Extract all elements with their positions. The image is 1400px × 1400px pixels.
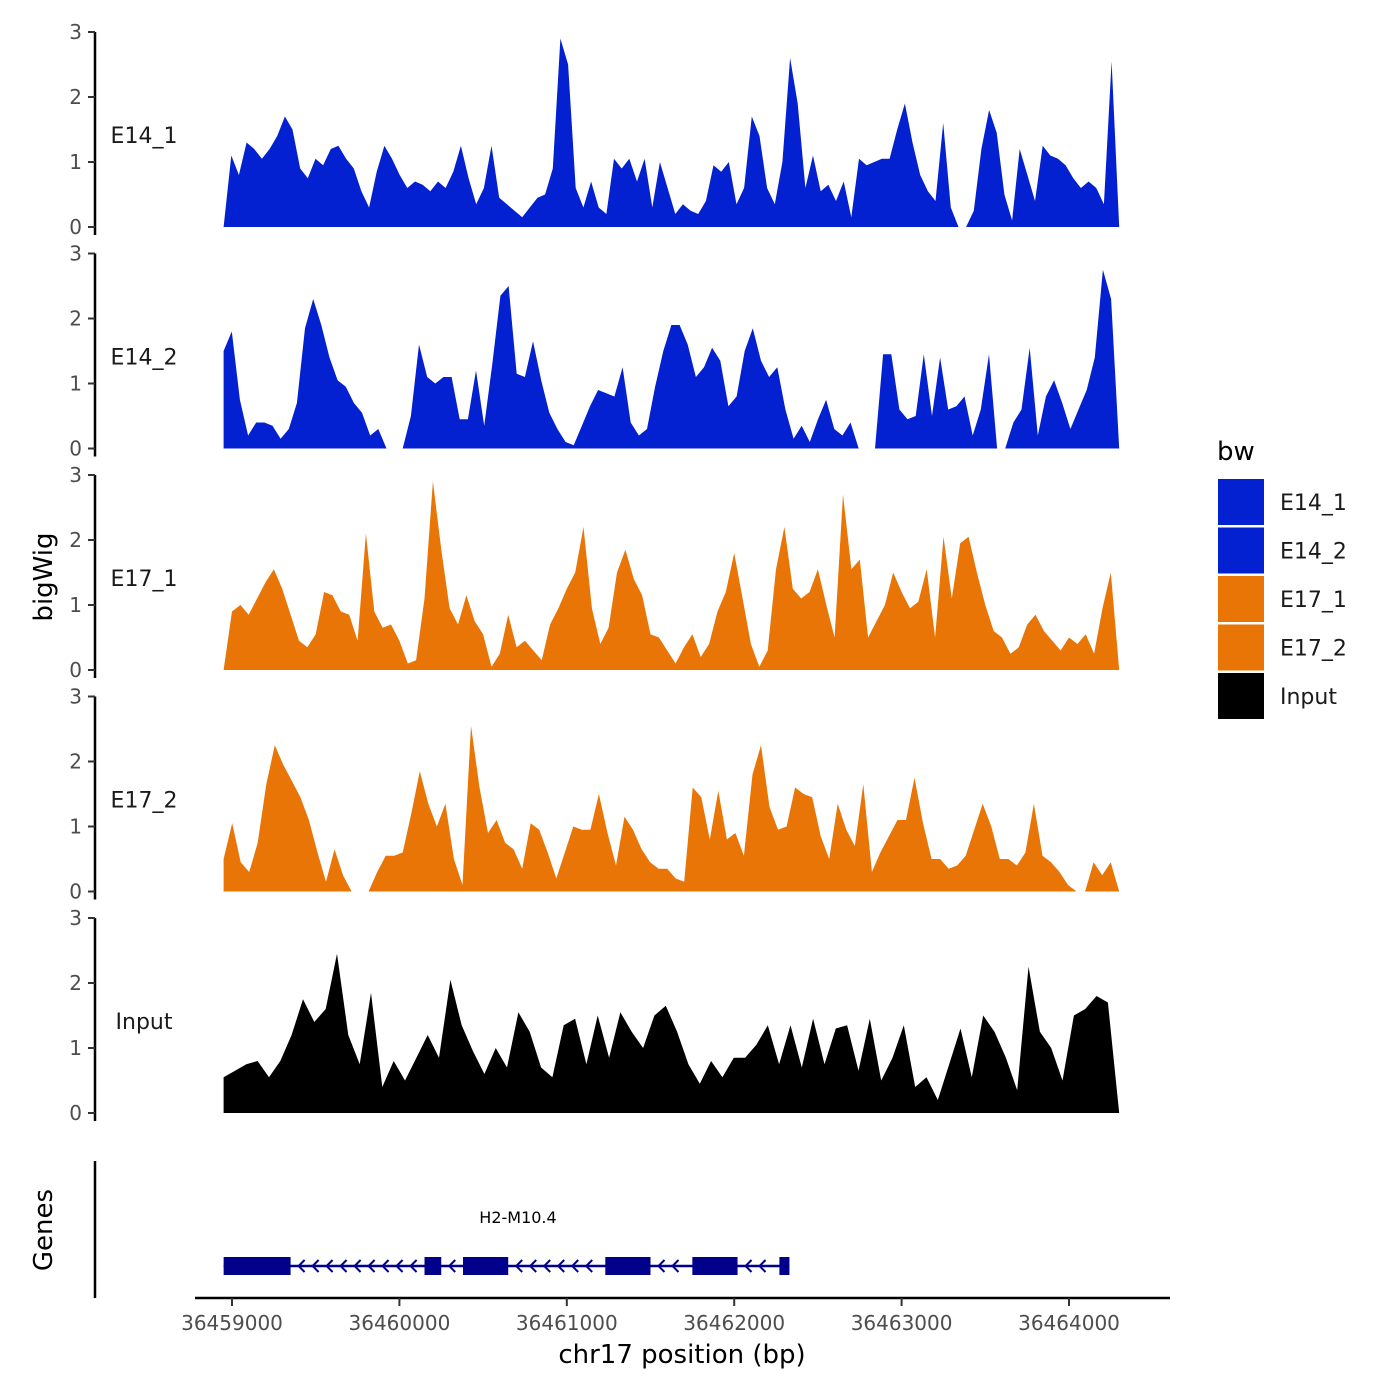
x-axis-title: chr17 position (bp) <box>558 1340 805 1370</box>
x-tick-label: 36459000 <box>181 1311 283 1335</box>
strand-arrow <box>556 1259 565 1273</box>
signal-area-Input <box>223 953 1120 1113</box>
y-tick-label: 0 <box>69 437 82 461</box>
gene-exon <box>223 1257 291 1275</box>
legend-swatch-E14_1 <box>1218 479 1264 525</box>
y-tick-label: 3 <box>69 463 82 487</box>
gene-exon <box>605 1257 651 1275</box>
strand-arrow <box>381 1259 390 1273</box>
y-tick-label: 2 <box>69 528 82 552</box>
y-tick-label: 0 <box>69 215 82 239</box>
y-axis-title: bigWig <box>29 532 59 621</box>
strand-arrow <box>367 1259 376 1273</box>
track-E17_2: 0 1 2 3 E17_2 <box>69 685 1120 904</box>
signal-area-E17_1 <box>223 481 1120 670</box>
signal-area-E17_2 <box>223 725 1120 892</box>
x-axis: 36459000 36460000 36461000 36462000 36463000… <box>181 1296 1170 1370</box>
track-E14_2: 0 1 2 3 E14_2 <box>69 242 1120 461</box>
legend-swatch-E14_2 <box>1218 527 1264 574</box>
strand-arrow <box>744 1259 753 1273</box>
x-tick-label: 36463000 <box>851 1311 953 1335</box>
track-E17_1: 0 1 2 3 E17_1 <box>69 463 1120 682</box>
legend-label-E14_1: E14_1 <box>1280 491 1347 516</box>
track-Input: 0 1 2 3 Input <box>69 906 1120 1125</box>
legend-swatch-E17_2 <box>1218 624 1264 671</box>
track-label: E17_1 <box>111 567 178 592</box>
genes-panel-label: Genes <box>29 1189 59 1271</box>
legend-swatch-E17_1 <box>1218 576 1264 622</box>
strand-arrow <box>570 1259 579 1273</box>
genes-panel: Genes H2-M10.4 <box>29 1161 790 1298</box>
strand-arrow <box>325 1259 334 1273</box>
y-tick-label: 3 <box>69 242 82 266</box>
legend: bw E14_1 E14_2 E17_1 E17_2 Input <box>1217 437 1347 719</box>
y-tick-label: 1 <box>69 372 82 396</box>
gene-exon <box>424 1257 442 1275</box>
legend-swatch-Input <box>1218 673 1264 719</box>
track-label: E17_2 <box>111 789 178 814</box>
x-tick-label: 36461000 <box>516 1311 618 1335</box>
strand-arrow <box>657 1259 666 1273</box>
gene-exon <box>463 1257 509 1275</box>
track-label: E14_2 <box>111 346 178 371</box>
y-tick-label: 3 <box>69 20 82 44</box>
strand-arrow <box>542 1259 551 1273</box>
gene-exon <box>692 1257 738 1275</box>
x-tick-label: 36460000 <box>349 1311 451 1335</box>
y-tick-label: 0 <box>69 880 82 904</box>
y-tick-label: 1 <box>69 150 82 174</box>
y-tick-label: 2 <box>69 85 82 109</box>
y-tick-label: 2 <box>69 307 82 331</box>
strand-arrow <box>353 1259 362 1273</box>
track-label: E14_1 <box>111 124 178 149</box>
y-tick-label: 3 <box>69 685 82 709</box>
strand-arrow <box>339 1259 348 1273</box>
y-tick-label: 2 <box>69 750 82 774</box>
x-ticks: 36459000 36460000 36461000 36462000 36463000… <box>181 1298 1120 1335</box>
strand-arrow <box>395 1259 404 1273</box>
strand-arrow <box>758 1259 767 1273</box>
y-tick-label: 2 <box>69 971 82 995</box>
y-tick-label: 1 <box>69 593 82 617</box>
y-tick-label: 1 <box>69 1036 82 1060</box>
strand-arrow <box>528 1259 537 1273</box>
strand-arrow <box>447 1259 456 1273</box>
y-tick-label: 0 <box>69 658 82 682</box>
strand-arrow <box>311 1259 320 1273</box>
y-tick-label: 1 <box>69 815 82 839</box>
track-E14_1: 0 1 2 3 E14_1 <box>69 20 1120 239</box>
signal-tracks: 0 1 2 3 E14_1 0 1 2 3 E14_2 0 1 2 3 E17_1 0 1 2 3 E17_2 0 1 2 3… <box>69 20 1120 1125</box>
x-tick-label: 36462000 <box>683 1311 785 1335</box>
strand-arrow <box>514 1259 523 1273</box>
legend-label-Input: Input <box>1280 685 1337 710</box>
legend-items: E14_1 E14_2 E17_1 E17_2 Input <box>1218 479 1347 719</box>
gene-exon <box>779 1257 790 1275</box>
gene-name-label: H2-M10.4 <box>479 1208 556 1227</box>
legend-label-E17_1: E17_1 <box>1280 588 1347 613</box>
gene-model <box>223 1257 790 1275</box>
x-tick-label: 36464000 <box>1018 1311 1120 1335</box>
legend-label-E17_2: E17_2 <box>1280 637 1347 662</box>
strand-arrow <box>671 1259 680 1273</box>
y-tick-label: 0 <box>69 1101 82 1125</box>
track-label: Input <box>116 1010 173 1035</box>
signal-area-E14_2 <box>223 269 1120 449</box>
legend-label-E14_2: E14_2 <box>1280 540 1347 565</box>
strand-arrow <box>409 1259 418 1273</box>
legend-title: bw <box>1217 437 1255 467</box>
y-tick-label: 3 <box>69 906 82 930</box>
signal-area-E14_1 <box>223 38 1120 227</box>
strand-arrow <box>584 1259 593 1273</box>
strand-arrow <box>297 1259 306 1273</box>
